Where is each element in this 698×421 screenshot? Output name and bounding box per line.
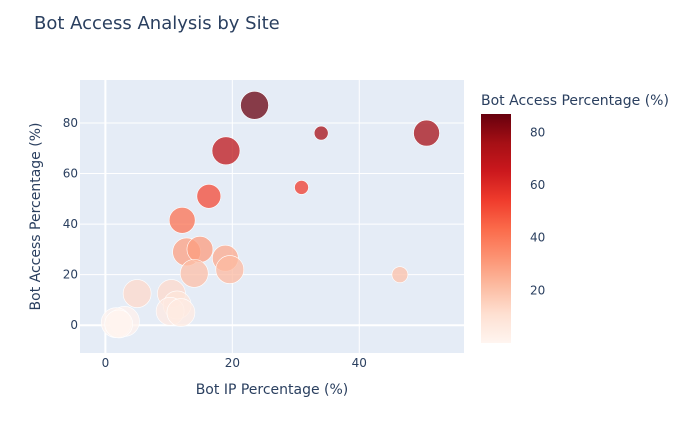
- data-point: [240, 90, 269, 120]
- y-axis-title: Bot Access Percentage (%): [28, 123, 44, 311]
- y-tick-label: 40: [63, 217, 78, 231]
- data-point: [391, 266, 409, 283]
- data-point: [186, 236, 214, 263]
- x-tick-label: 0: [102, 356, 110, 370]
- chart-title: Bot Access Analysis by Site: [34, 13, 280, 34]
- data-point: [166, 298, 196, 327]
- colorbar-tick-label: 20: [530, 283, 545, 297]
- x-tick-label: 40: [352, 356, 367, 370]
- colorbar: [481, 114, 511, 343]
- data-point: [104, 309, 134, 339]
- y-tick-label: 60: [63, 167, 78, 181]
- y-tick-label: 0: [70, 318, 78, 332]
- y-tick-label: 80: [63, 116, 78, 130]
- colorbar-ticks: 20 40 60 80: [530, 125, 545, 297]
- data-point: [215, 255, 245, 284]
- data-point: [294, 180, 309, 195]
- colorbar-tick-label: 40: [530, 231, 545, 245]
- x-axis-title: Bot IP Percentage (%): [196, 382, 349, 398]
- x-tick-label: 20: [225, 356, 240, 370]
- grid: [80, 80, 464, 353]
- data-point: [196, 183, 222, 209]
- data-point: [413, 119, 440, 147]
- colorbar-title: Bot Access Percentage (%): [481, 93, 669, 109]
- data-point: [211, 136, 241, 166]
- y-tick-label: 20: [63, 268, 78, 282]
- data-point: [122, 279, 152, 308]
- data-point: [313, 125, 329, 141]
- data-points: [100, 90, 440, 339]
- data-point: [168, 206, 196, 234]
- data-point: [179, 259, 209, 288]
- colorbar-tick-label: 80: [530, 125, 545, 139]
- axis-ticks: 0 20 40 0 20 40 60 80: [63, 116, 367, 370]
- colorbar-tick-label: 60: [530, 178, 545, 192]
- plot-area: [80, 80, 464, 353]
